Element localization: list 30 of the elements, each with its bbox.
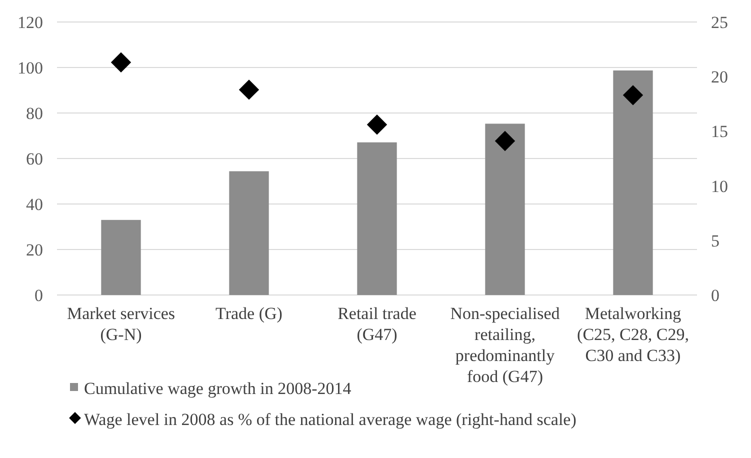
x-tick-label: Trade (G) <box>216 304 282 323</box>
y-tick-label: 60 <box>26 149 43 168</box>
y2-tick-label: 5 <box>711 231 720 250</box>
x-tick-label: Retail trade (G47) <box>338 304 416 344</box>
point <box>110 52 132 72</box>
legend-label: Cumulative wage growth in 2008-2014 <box>84 379 352 398</box>
legend-label: Wage level in 2008 as % of the national average wage (right-hand scale) <box>84 410 576 429</box>
bar <box>101 220 141 295</box>
point <box>366 114 388 135</box>
x-tick-label: Non-specialised retailing, predominantly food (G47) <box>450 304 560 386</box>
y-tick-label: 20 <box>26 240 43 260</box>
y-tick-label: 100 <box>18 58 43 78</box>
y-tick-label: 0 <box>34 286 43 305</box>
y2-tick-label: 20 <box>711 68 728 87</box>
bar <box>357 142 397 295</box>
y-tick-label: 80 <box>26 104 43 123</box>
point <box>238 80 260 100</box>
x-tick-label: Market services (G-N) <box>66 304 176 344</box>
y2-tick-label: 25 <box>711 12 728 32</box>
x-tick-label: Metalworking (C25, C28, C29, C30 and C33) <box>577 304 689 365</box>
bar <box>229 171 269 295</box>
y2-tick-label: 15 <box>711 122 728 142</box>
point <box>622 85 644 106</box>
y2-tick-label: 0 <box>711 286 720 305</box>
y-tick-label: 40 <box>26 194 43 214</box>
y2-tick-label: 10 <box>711 176 728 196</box>
point <box>494 130 516 152</box>
bar <box>613 70 653 295</box>
y-tick-label: 120 <box>18 12 43 32</box>
bar <box>485 124 525 295</box>
